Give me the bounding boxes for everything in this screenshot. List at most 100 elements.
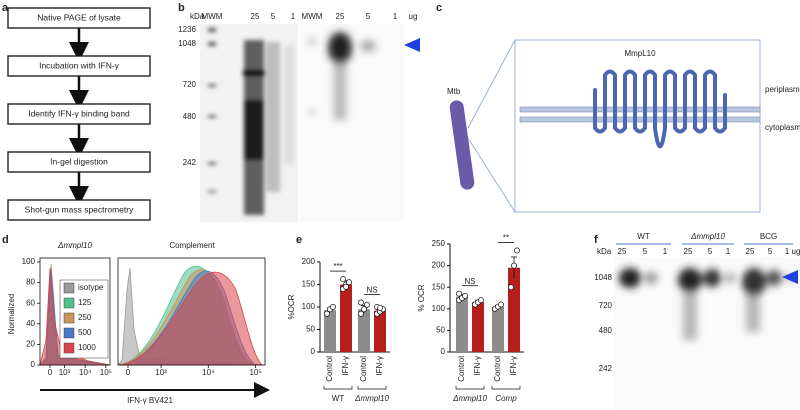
- group-label: WT: [637, 232, 650, 241]
- lane-label: 25: [251, 12, 260, 21]
- y-tick-label: 100: [22, 257, 36, 266]
- data-point: [456, 290, 462, 297]
- group-bracket: [455, 386, 485, 390]
- bar: [492, 306, 504, 352]
- y-axis-label: Normalized: [7, 294, 16, 334]
- legend-swatch: [63, 297, 75, 309]
- marker-label: 480: [599, 326, 613, 335]
- group-label: Δmmpl10: [452, 394, 487, 403]
- legend-swatch: [63, 342, 75, 354]
- legend-swatch: [63, 282, 75, 294]
- bar: [508, 267, 520, 352]
- bar: [324, 310, 336, 352]
- step-text: Native PAGE of lysate: [37, 12, 121, 22]
- organism-label: Mtb: [447, 87, 461, 96]
- plot-title: Complement: [169, 241, 215, 250]
- panel-label: d: [2, 234, 9, 246]
- histograms: 0 10³ 10⁴ 10⁵ 0 10³ 10⁴ 10⁵ 0 20 40 60 80 100 isotype 1…: [22, 257, 266, 377]
- group-label: Comp: [495, 394, 517, 403]
- bar: [340, 284, 352, 352]
- group-bracket: [323, 386, 353, 390]
- x-tick-label: 10⁴: [202, 368, 215, 377]
- zoom-line: [467, 39, 516, 129]
- data-point: [508, 284, 514, 291]
- category-label: IFN-γ: [375, 356, 384, 376]
- lane-label: 5: [271, 12, 276, 21]
- bar: [358, 309, 370, 352]
- y-axis-label: % OCR: [417, 284, 426, 311]
- y-tick-label: 60: [26, 298, 35, 307]
- gel-background: [300, 24, 404, 222]
- data-point: [346, 279, 352, 286]
- legend-swatch: [63, 327, 75, 339]
- data-point: [324, 310, 330, 317]
- x-axis-label: IFN-γ BV421: [127, 396, 173, 405]
- band-arrow: [404, 38, 420, 52]
- data-point: [514, 247, 520, 254]
- lane-label: 1: [726, 247, 731, 256]
- y-axis-label: %OCR: [287, 294, 296, 319]
- zoom-box: [514, 39, 761, 213]
- plot-frame: [117, 257, 266, 366]
- x-tick-label: 10⁴: [79, 368, 92, 377]
- legend-label: 1000: [78, 343, 96, 352]
- flowchart: Native PAGE of lysate Incubation with IFN…: [7, 7, 151, 221]
- gel-labels: 1236 1048 720 480 242 MWM 25 5 1 MWM 25 5 1 ug: [178, 12, 417, 167]
- x-tick-label: 0: [48, 368, 53, 377]
- gel-right: [300, 24, 404, 222]
- lane-label: 25: [684, 247, 693, 256]
- y-tick-label: 40: [26, 319, 35, 328]
- lane-label: 5: [643, 247, 648, 256]
- marker-label: 480: [183, 112, 197, 121]
- x-tick-label: 10⁵: [100, 368, 112, 377]
- lane-label: 5: [768, 247, 773, 256]
- compartment-label: cytoplasm: [765, 123, 800, 132]
- y-tick-label: 250: [432, 239, 446, 248]
- y-tick-label: 200: [432, 261, 446, 270]
- unit-label: kDa: [597, 247, 612, 256]
- legend-label: 250: [78, 313, 92, 322]
- category-label: Control: [359, 356, 368, 382]
- data-point: [340, 276, 346, 283]
- lane-label: MWM: [302, 12, 323, 21]
- data-point: [330, 304, 336, 310]
- step-text: Identify IFN-γ binding band: [28, 108, 130, 118]
- legend-label: isotype: [78, 283, 104, 292]
- data-point: [498, 301, 504, 308]
- group-label: Δmmpl10: [354, 394, 389, 403]
- y-tick-label: 200: [302, 257, 316, 266]
- panel-label: a: [2, 2, 9, 14]
- marker-label: 242: [183, 158, 197, 167]
- lane-label: MWM: [202, 12, 223, 21]
- step-box: [7, 199, 151, 221]
- plot-frame: [39, 257, 111, 366]
- x-tick-label: 10³: [59, 368, 71, 377]
- lane-label: 25: [746, 247, 755, 256]
- gel-bands: [208, 28, 294, 215]
- marker-label: 1048: [594, 273, 612, 282]
- unit-label: kDa: [190, 12, 205, 21]
- group-label: BCG: [760, 232, 777, 241]
- lane-label: 5: [708, 247, 713, 256]
- gel-bands: [309, 32, 376, 120]
- gel-left: [200, 24, 298, 222]
- y-tick-label: 100: [432, 304, 446, 313]
- unit-label: ug: [792, 247, 800, 256]
- data-point: [478, 297, 484, 304]
- group-label: WT: [332, 394, 345, 403]
- category-label: IFN-γ: [509, 356, 518, 376]
- significance-label: NS: [366, 286, 377, 295]
- plot-title: Δmmpl10: [57, 241, 92, 250]
- category-label: Control: [325, 356, 334, 382]
- protein: [593, 69, 727, 149]
- bar: [374, 310, 386, 352]
- bar: [472, 302, 484, 352]
- legend-label: 125: [78, 298, 92, 307]
- x-tick-label: 10⁵: [249, 368, 261, 377]
- marker-label: 1048: [178, 39, 196, 48]
- x-tick-label: 0: [126, 368, 131, 377]
- lane-label: 1: [393, 12, 398, 21]
- y-tick-label: 0: [311, 347, 316, 356]
- data-point: [358, 310, 364, 317]
